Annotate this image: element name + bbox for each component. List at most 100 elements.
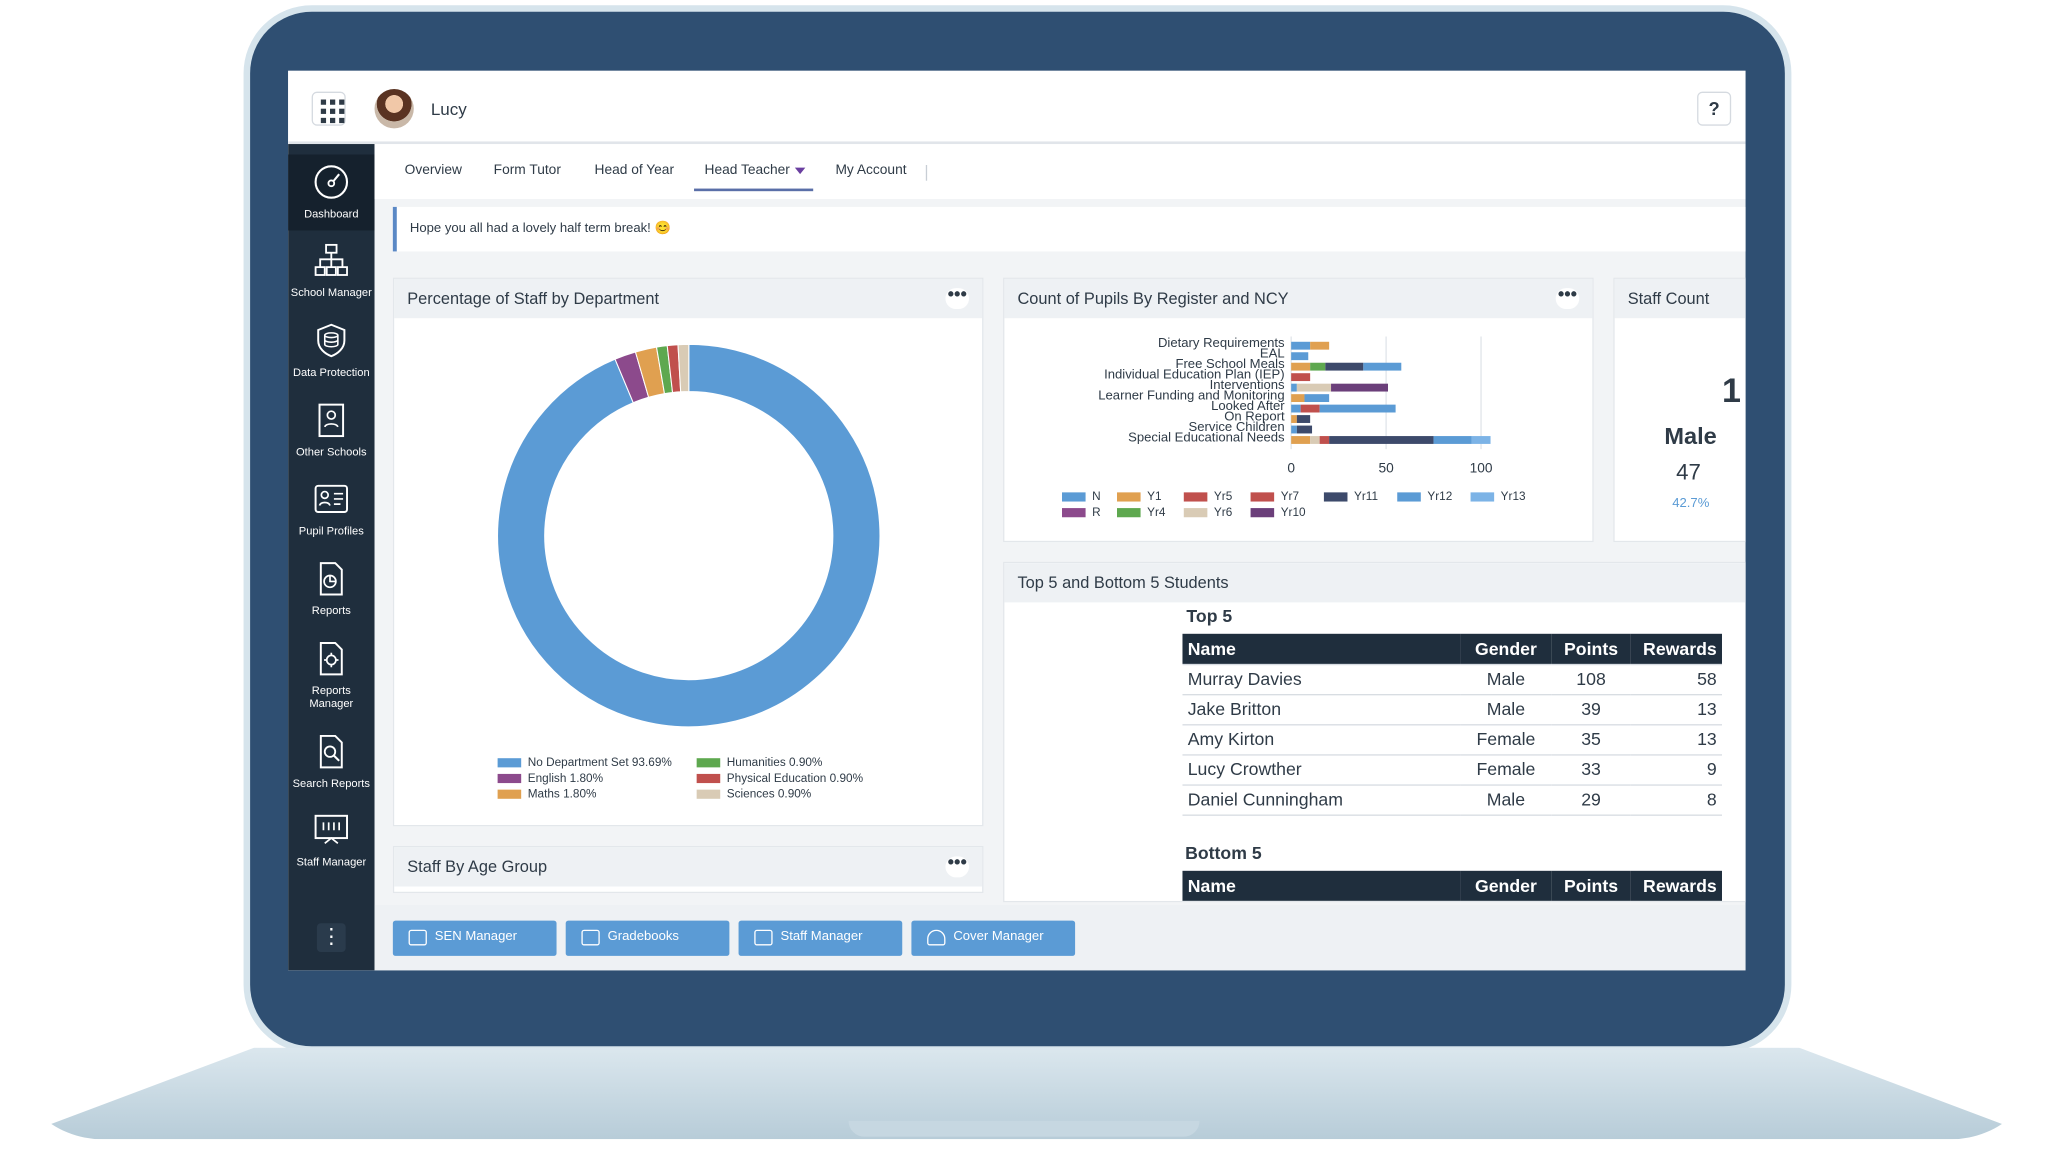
bar-segment-y1[interactable] [1291, 436, 1311, 444]
bar-segment-y1[interactable] [1310, 341, 1330, 350]
card-title: Count of Pupils By Register and NCY ••• [1004, 278, 1593, 319]
bar-segment-yr6[interactable] [1296, 383, 1332, 392]
bar-segment-yr10[interactable] [1331, 383, 1389, 392]
donut-slice-no-department-set[interactable] [497, 343, 881, 728]
legend-swatch [1183, 492, 1208, 502]
cell-points: 29 [1551, 783, 1631, 816]
bar-segment-yr12[interactable] [1433, 436, 1472, 444]
cell-points: 108 [1551, 663, 1631, 695]
col-gender: Gender [1460, 633, 1552, 664]
card-title: Staff By Age Group ••• [394, 847, 983, 887]
button-label: Cover Manager [953, 929, 1044, 945]
donut-slice-sciences[interactable] [677, 343, 690, 393]
shield-icon [317, 323, 346, 358]
legend-label: Yr7 [1280, 489, 1300, 503]
button-label: SEN Manager [434, 929, 518, 945]
sidebar-item-dashboard[interactable]: Dashboard [288, 154, 375, 231]
legend-swatch [1323, 492, 1348, 502]
legend-swatch [1062, 508, 1086, 518]
staff-board-icon [314, 814, 348, 844]
bar-category-label: Service Children [1188, 420, 1285, 435]
cell-gender: Female [1460, 753, 1552, 786]
gradebooks-button[interactable]: Gradebooks [565, 920, 730, 956]
card-title-text: Count of Pupils By Register and NCY [1017, 289, 1289, 308]
table-row: Amy Kirton Female 35 13 [1182, 723, 1722, 755]
tab-overview[interactable]: Overview [404, 162, 462, 179]
bar-segment-n[interactable] [1291, 383, 1297, 392]
more-options-icon[interactable]: ••• [945, 284, 970, 310]
tab-head-teacher[interactable]: Head Teacher [694, 162, 814, 192]
staff-count-value: 47 [1676, 459, 1701, 485]
more-options-icon[interactable]: ••• [945, 852, 970, 878]
cover-manager-button[interactable]: Cover Manager [911, 920, 1076, 956]
legend-label: N [1092, 489, 1101, 503]
top-bottom-students-card: Top 5 and Bottom 5 Students Top 5 Name G… [1003, 561, 1746, 903]
bar-segment-n[interactable] [1291, 341, 1311, 350]
user-name[interactable]: Lucy [430, 99, 467, 120]
sidebar-item-pupil-profiles[interactable]: Pupil Profiles [288, 479, 374, 537]
bar-segment-yr11[interactable] [1325, 362, 1364, 371]
bar-segment-y1[interactable] [1291, 394, 1305, 403]
legend-label: Humanities 0.90% [726, 755, 823, 769]
col-rewards: Rewards [1630, 633, 1722, 664]
avatar[interactable] [374, 89, 414, 129]
stacked-bar-chart: 0 50 100 [1287, 336, 1493, 476]
bar-segment-yr12[interactable] [1319, 404, 1396, 413]
x-tick-label: 0 [1287, 461, 1295, 476]
top-bar: Lucy ? [288, 70, 1746, 145]
bar-segment-yr11[interactable] [1296, 415, 1311, 423]
bar-segment-n[interactable] [1291, 404, 1301, 413]
more-icon[interactable]: ⋮ [316, 923, 346, 953]
app-screen: Lucy ? Dashboard School Manager Data Pro… [288, 70, 1746, 971]
tab-form-tutor[interactable]: Form Tutor [493, 162, 561, 179]
col-points: Points [1551, 633, 1631, 664]
sidebar-item-reports-manager[interactable]: Reports Manager [288, 639, 374, 710]
notice-banner: Hope you all had a lovely half term brea… [392, 206, 1746, 252]
sidebar-item-staff-manager[interactable]: Staff Manager [288, 811, 374, 868]
bar-segment-yr7[interactable] [1319, 436, 1330, 444]
bar-segment-yr4[interactable] [1310, 362, 1326, 371]
legend-item-n: N [1062, 490, 1101, 503]
sidebar-item-reports[interactable]: Reports [288, 559, 374, 617]
bar-segment-n[interactable] [1291, 352, 1309, 361]
bar-segment-yr5[interactable] [1291, 373, 1311, 382]
bar-segment-yr13[interactable] [1471, 436, 1491, 444]
card-title-text: Percentage of Staff by Department [407, 289, 660, 308]
school-icon [318, 403, 345, 438]
bar-category-label: Looked After [1211, 399, 1285, 414]
bar-segment-yr12[interactable] [1304, 394, 1330, 403]
bar-segment-yr12[interactable] [1363, 362, 1402, 371]
sidebar-item-school-manager[interactable]: School Manager [288, 241, 374, 299]
sidebar-item-other-schools[interactable]: Other Schools [288, 401, 374, 458]
legend-swatch [1062, 492, 1086, 502]
legend-swatch [1250, 508, 1275, 518]
legend-item-r: R [1062, 505, 1101, 519]
bar-segment-y1[interactable] [1291, 415, 1297, 423]
legend-item-yr6: Yr6 [1183, 505, 1232, 519]
legend-swatch [1183, 508, 1208, 518]
tab-my-account[interactable]: My Account [835, 162, 907, 179]
help-icon[interactable]: ? [1697, 91, 1732, 126]
tab-head-of-year[interactable]: Head of Year [594, 162, 675, 179]
laptop-notch [848, 1120, 1200, 1137]
bar-segment-yr11[interactable] [1329, 436, 1434, 444]
bar-segment-yr5[interactable] [1300, 404, 1320, 413]
legend-swatch [1397, 492, 1421, 502]
staff-count-gender: Male [1664, 422, 1717, 450]
bar-segment-yr6[interactable] [1310, 436, 1320, 444]
legend-label: Yr11 [1354, 489, 1379, 503]
legend-item-maths: Maths 1.80% [497, 787, 597, 800]
bar-segment-y1[interactable] [1291, 362, 1311, 371]
bar-segment-n[interactable] [1291, 425, 1297, 434]
apps-grid-icon[interactable] [311, 91, 346, 126]
sidebar-item-search-reports[interactable]: Search Reports [288, 732, 374, 790]
sen-manager-button[interactable]: SEN Manager [392, 920, 557, 956]
cell-points: 39 [1551, 693, 1631, 725]
staff-by-age-card: Staff By Age Group ••• [392, 845, 984, 894]
staff-manager-button[interactable]: Staff Manager [738, 920, 903, 956]
x-tick-label: 100 [1470, 461, 1493, 476]
more-options-icon[interactable]: ••• [1555, 284, 1580, 310]
bar-segment-yr11[interactable] [1296, 425, 1313, 434]
table-row: Lucy Crowther Female 33 9 [1182, 753, 1722, 786]
sidebar-item-data-protection[interactable]: Data Protection [288, 321, 374, 378]
